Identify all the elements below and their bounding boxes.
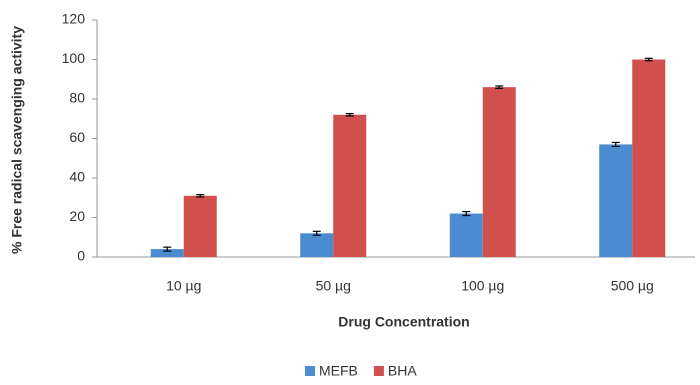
legend-label: MEFB	[319, 363, 358, 379]
error-bar	[611, 141, 620, 147]
bar	[150, 249, 184, 257]
error-bar	[196, 193, 205, 198]
y-tick-label: 80	[69, 90, 85, 106]
x-tick-label: 500 µg	[611, 278, 654, 294]
bar	[482, 87, 516, 258]
legend-swatch	[373, 366, 384, 376]
bar	[183, 195, 217, 257]
error-bar	[345, 113, 354, 117]
x-tick-label: 100 µg	[461, 278, 504, 294]
error-bar	[644, 57, 653, 62]
error-bar	[462, 210, 471, 217]
error-bar	[312, 230, 321, 236]
x-axis-label: Drug Concentration	[338, 314, 469, 330]
y-tick-label: 0	[77, 248, 85, 264]
bar	[599, 144, 633, 257]
error-bar	[495, 85, 504, 89]
x-tick-label: 50 µg	[316, 278, 351, 294]
legend-label: BHA	[388, 363, 417, 379]
y-tick-label: 100	[62, 50, 86, 66]
bar	[333, 114, 367, 257]
legend-swatch	[305, 366, 315, 376]
bar	[300, 233, 334, 257]
bar	[449, 213, 483, 257]
x-tick-label: 10 µg	[166, 278, 201, 294]
y-tick-label: 60	[69, 129, 85, 145]
y-tick-label: 120	[62, 11, 86, 27]
error-bar	[163, 246, 172, 252]
y-tick-label: 40	[69, 169, 85, 185]
bar	[632, 59, 666, 257]
y-axis-label: % Free radical scavenging activity	[9, 26, 25, 254]
y-tick-label: 20	[69, 208, 85, 224]
